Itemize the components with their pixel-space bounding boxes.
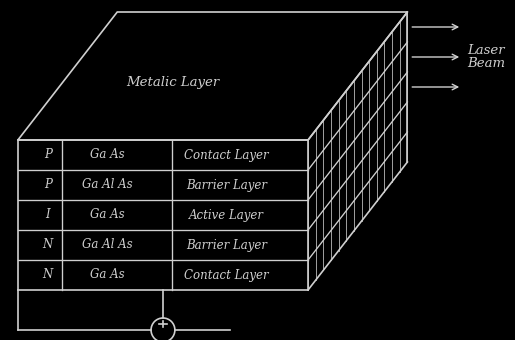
Text: Laser: Laser xyxy=(467,44,505,57)
Text: Ga Al As: Ga Al As xyxy=(82,178,133,191)
Text: P: P xyxy=(44,178,52,191)
Text: P: P xyxy=(44,149,52,162)
Text: Active Layer: Active Layer xyxy=(189,208,264,221)
Text: I: I xyxy=(45,208,50,221)
Text: Beam: Beam xyxy=(467,57,505,70)
Text: Ga As: Ga As xyxy=(90,149,125,162)
Text: N: N xyxy=(43,269,53,282)
Text: Barrier Layer: Barrier Layer xyxy=(186,178,267,191)
Text: Metalic Layer: Metalic Layer xyxy=(127,76,220,89)
Text: Contact Layer: Contact Layer xyxy=(184,269,269,282)
Text: Ga As: Ga As xyxy=(90,269,125,282)
Text: Barrier Layer: Barrier Layer xyxy=(186,238,267,252)
Text: Contact Layer: Contact Layer xyxy=(184,149,269,162)
Text: N: N xyxy=(43,238,53,252)
Text: Ga Al As: Ga Al As xyxy=(82,238,133,252)
Text: Ga As: Ga As xyxy=(90,208,125,221)
